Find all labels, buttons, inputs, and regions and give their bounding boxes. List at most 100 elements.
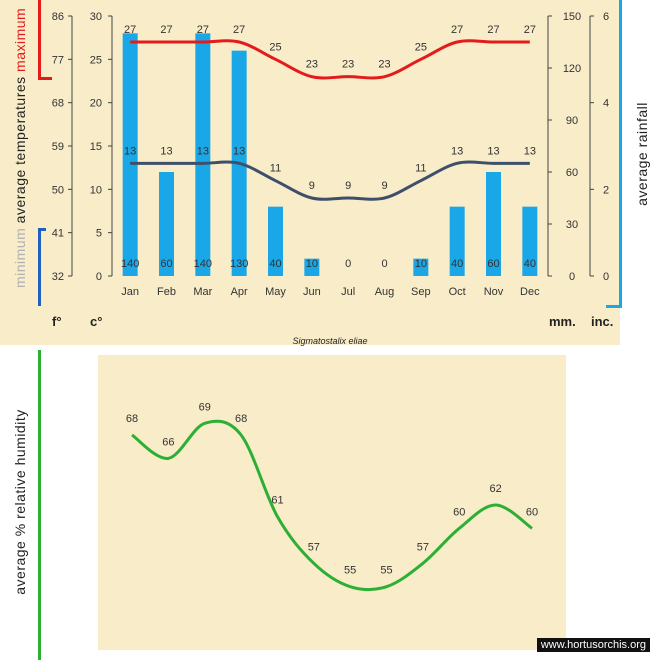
- humidity-data-label: 68: [126, 413, 138, 425]
- website-watermark: www.hortusorchis.org: [536, 638, 650, 652]
- rainfall-data-label: 130: [230, 258, 248, 270]
- minimum-data-label: 13: [451, 145, 463, 157]
- humidity-data-label: 57: [417, 541, 429, 553]
- month-label: May: [265, 286, 286, 298]
- rainfall-data-label: 0: [381, 258, 387, 270]
- celsius-tick-label: 25: [90, 54, 102, 66]
- mm-tick-label: 60: [566, 167, 578, 179]
- minimum-data-label: 13: [233, 145, 245, 157]
- minimum-data-label: 11: [270, 163, 281, 175]
- month-label: Sep: [411, 286, 431, 298]
- unit-celsius: c°: [90, 314, 103, 329]
- maximum-data-label: 27: [487, 24, 499, 36]
- humidity-data-label: 62: [490, 483, 502, 495]
- rainfall-bar: [159, 172, 174, 276]
- fahrenheit-tick-label: 32: [52, 271, 64, 283]
- month-label: Aug: [375, 286, 395, 298]
- humidity-data-label: 55: [380, 565, 392, 577]
- month-label: Jan: [121, 286, 139, 298]
- minimum-data-label: 9: [381, 180, 387, 192]
- celsius-tick-label: 0: [96, 271, 102, 283]
- month-label: Dec: [520, 286, 540, 298]
- rainfall-indicator-bar: [619, 0, 622, 308]
- rainfall-bar: [122, 33, 138, 277]
- humidity-line: [131, 419, 533, 592]
- humidity-data-label: 57: [308, 541, 320, 553]
- month-label: Jun: [303, 286, 321, 298]
- rainfall-bar: [486, 172, 501, 276]
- fahrenheit-tick-label: 59: [52, 141, 64, 153]
- month-label: Apr: [231, 286, 248, 298]
- humidity-data-label: 55: [344, 565, 356, 577]
- humidity-data-label: 60: [526, 506, 538, 518]
- month-label: Oct: [449, 286, 466, 298]
- humidity-data-label: 68: [235, 413, 247, 425]
- maximum-indicator-bar: [38, 0, 41, 78]
- rainfall-data-label: 140: [121, 258, 139, 270]
- rainfall-data-label: 40: [524, 258, 536, 270]
- maximum-data-label: 27: [451, 24, 463, 36]
- mm-tick-label: 0: [569, 271, 575, 283]
- unit-fahrenheit: f°: [52, 314, 62, 329]
- rainfall-bar: [268, 206, 283, 276]
- fahrenheit-tick-label: 50: [52, 184, 64, 196]
- rainfall-bar: [522, 206, 538, 276]
- humidity-data-label: 69: [199, 401, 211, 413]
- maximum-data-label: 27: [160, 24, 172, 36]
- humidity-panel: [98, 355, 566, 650]
- month-label: Mar: [193, 286, 212, 298]
- maximum-data-label: 23: [306, 59, 318, 71]
- fahrenheit-tick-label: 41: [52, 228, 64, 240]
- month-label: Feb: [157, 286, 176, 298]
- inch-tick-label: 6: [603, 11, 609, 23]
- celsius-tick-label: 5: [96, 228, 102, 240]
- maximum-data-label: 27: [524, 24, 536, 36]
- fahrenheit-tick-label: 77: [52, 54, 64, 66]
- rainfall-data-label: 60: [160, 258, 172, 270]
- maximum-data-label: 27: [233, 24, 245, 36]
- fahrenheit-tick-label: 68: [52, 98, 64, 110]
- mm-tick-label: 30: [566, 219, 578, 231]
- unit-inches: inc.: [591, 314, 614, 329]
- month-label: Jul: [341, 286, 355, 298]
- mm-tick-label: 90: [566, 115, 578, 127]
- maximum-data-label: 27: [197, 24, 209, 36]
- rainfall-data-label: 140: [194, 258, 212, 270]
- rainfall-data-label: 10: [415, 258, 427, 270]
- mm-tick-label: 120: [563, 63, 581, 75]
- minimum-data-label: 9: [345, 180, 351, 192]
- minimum-data-label: 13: [160, 145, 172, 157]
- humidity-data-label: 61: [271, 495, 283, 507]
- temperature-rainfall-chart: 3241505968778605101520253003060901201500…: [52, 11, 609, 298]
- temperature-rainfall-panel: [0, 0, 620, 345]
- rainfall-bar: [304, 258, 320, 276]
- rainfall-bar: [413, 258, 429, 276]
- minimum-data-label: 11: [415, 163, 426, 175]
- minimum-data-label: 13: [524, 145, 536, 157]
- minimum-data-label: 13: [487, 145, 499, 157]
- celsius-tick-label: 15: [90, 141, 102, 153]
- celsius-tick-label: 20: [90, 98, 102, 110]
- rainfall-data-label: 0: [345, 258, 351, 270]
- maximum-data-label: 25: [269, 41, 281, 53]
- rainfall-data-label: 10: [306, 258, 318, 270]
- minimum-data-label: 9: [309, 180, 315, 192]
- species-caption: Sigmatostalix eliae: [292, 336, 368, 346]
- mm-tick-label: 150: [563, 11, 581, 23]
- minimum-data-label: 13: [124, 145, 136, 157]
- fahrenheit-tick-label: 86: [52, 11, 64, 23]
- maximum-data-label: 23: [378, 59, 390, 71]
- unit-millimetres: mm.: [549, 314, 576, 329]
- inch-tick-label: 2: [603, 184, 609, 196]
- minimum-indicator-bar: [38, 228, 41, 306]
- humidity-data-label: 66: [162, 436, 174, 448]
- celsius-tick-label: 30: [90, 11, 102, 23]
- rainfall-bar: [449, 206, 465, 276]
- maximum-data-label: 23: [342, 59, 354, 71]
- rainfall-bar: [195, 33, 211, 277]
- maximum-data-label: 27: [124, 24, 136, 36]
- maximum-indicator-foot: [38, 77, 52, 80]
- inch-tick-label: 4: [603, 98, 609, 110]
- rainfall-indicator-foot: [606, 305, 622, 308]
